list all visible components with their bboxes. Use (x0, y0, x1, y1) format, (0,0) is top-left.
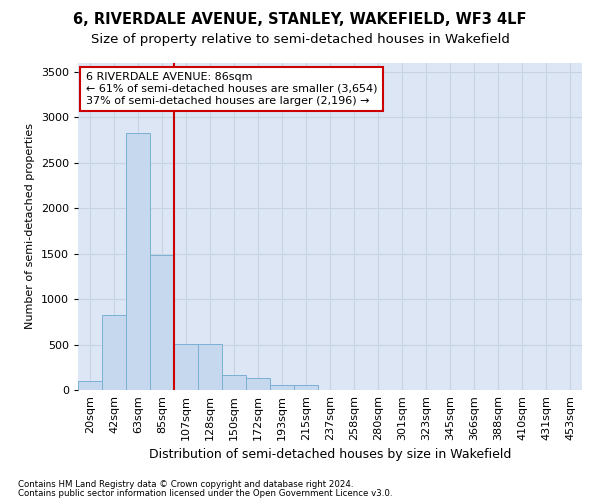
Bar (150, 256, 174, 390)
Bar (102, 316, 126, 390)
Bar (174, 344, 198, 390)
Bar (222, 375, 246, 390)
Bar (270, 386, 294, 390)
Text: 6 RIVERDALE AVENUE: 86sqm
← 61% of semi-detached houses are smaller (3,654)
37% : 6 RIVERDALE AVENUE: 86sqm ← 61% of semi-… (86, 72, 377, 106)
Text: 6, RIVERDALE AVENUE, STANLEY, WAKEFIELD, WF3 4LF: 6, RIVERDALE AVENUE, STANLEY, WAKEFIELD,… (73, 12, 527, 28)
Text: Contains HM Land Registry data © Crown copyright and database right 2024.: Contains HM Land Registry data © Crown c… (18, 480, 353, 489)
Bar (78, 382, 102, 390)
X-axis label: Distribution of semi-detached houses by size in Wakefield: Distribution of semi-detached houses by … (149, 448, 511, 461)
Bar (246, 378, 270, 390)
Text: Size of property relative to semi-detached houses in Wakefield: Size of property relative to semi-detach… (91, 32, 509, 46)
Bar (198, 344, 222, 390)
Y-axis label: Number of semi-detached properties: Number of semi-detached properties (25, 123, 35, 329)
Bar (126, 134, 150, 390)
Text: Contains public sector information licensed under the Open Government Licence v3: Contains public sector information licen… (18, 490, 392, 498)
Bar (294, 386, 318, 390)
